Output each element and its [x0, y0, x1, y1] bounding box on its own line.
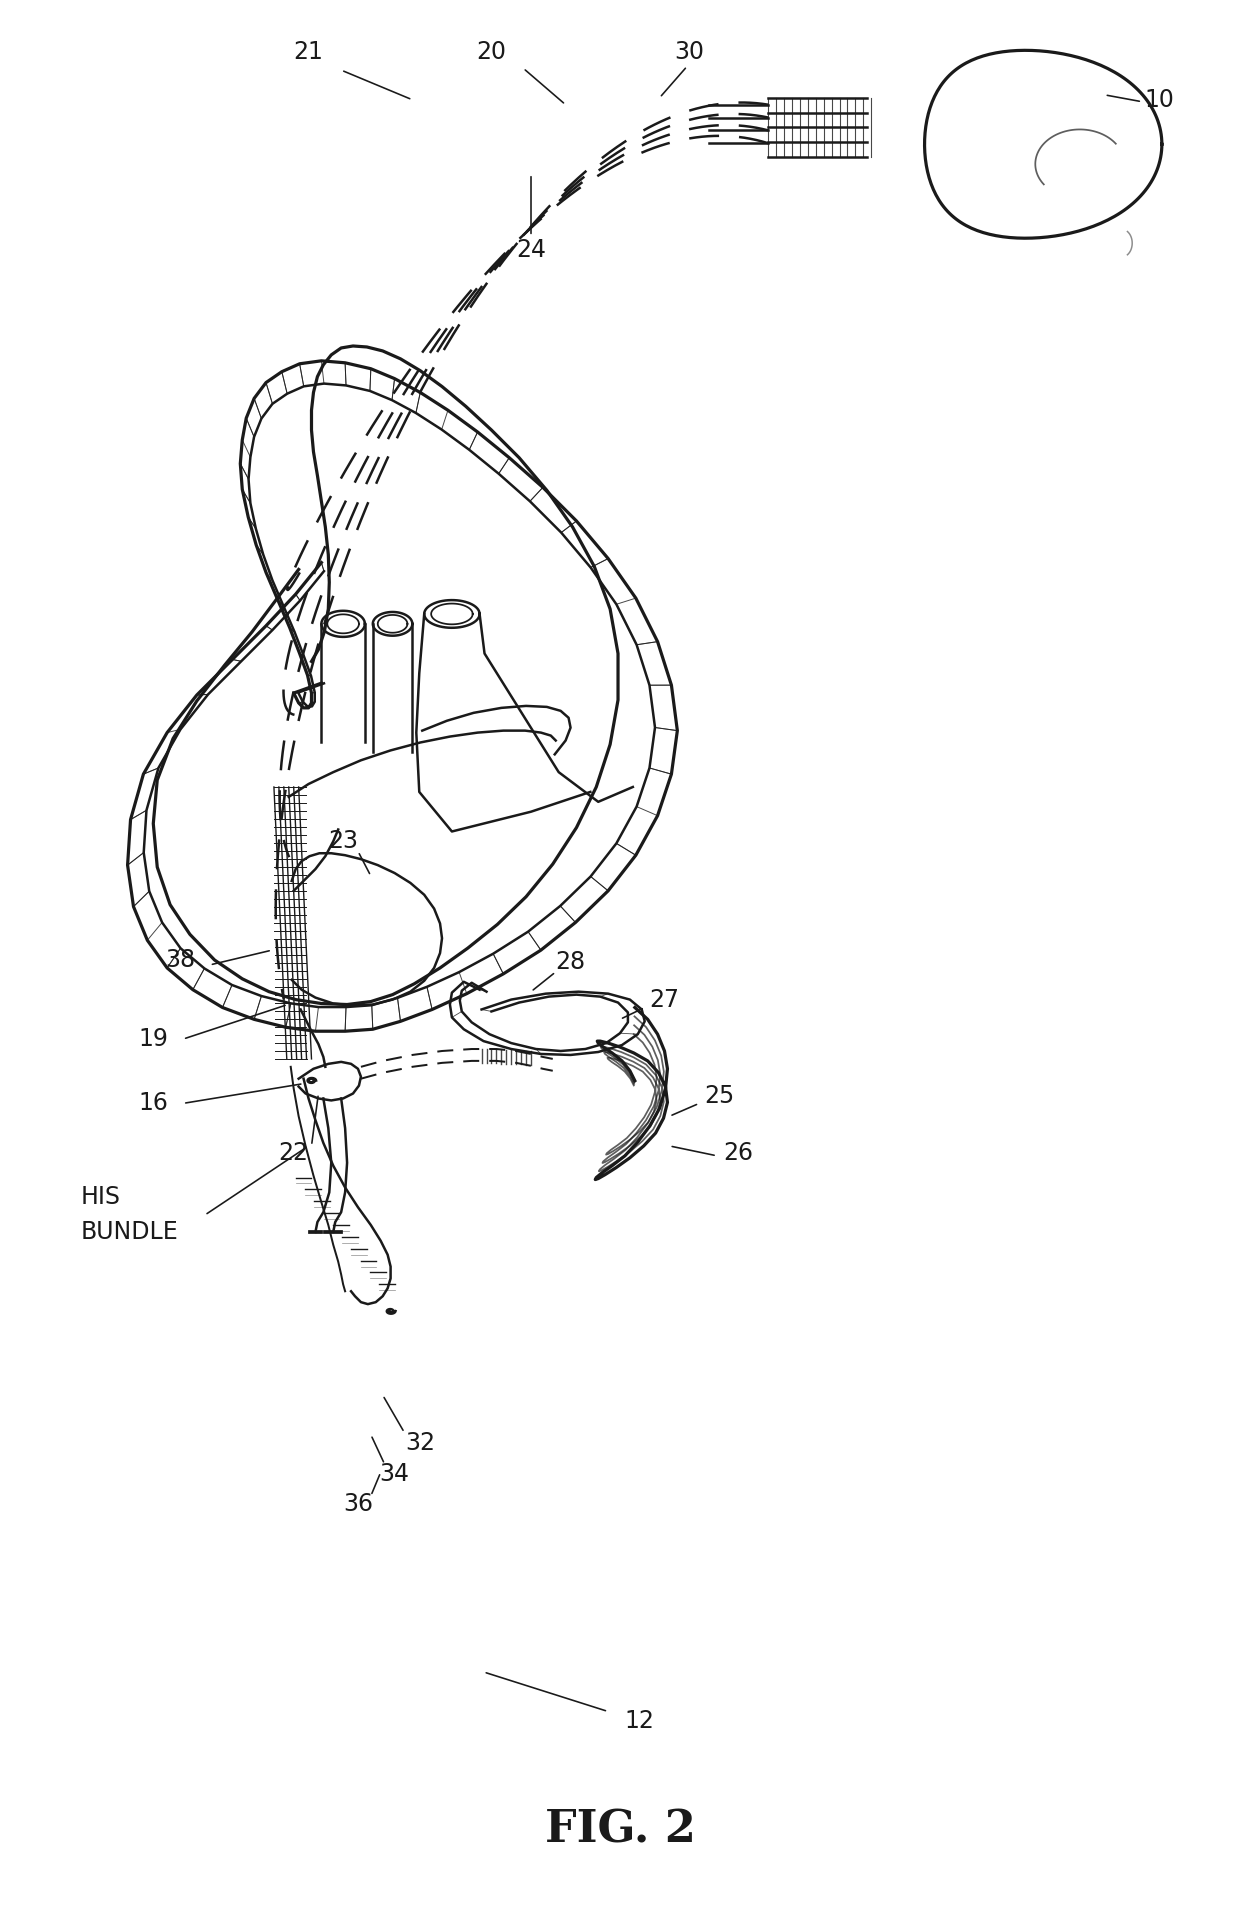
Text: 36: 36 [343, 1492, 373, 1515]
Text: 21: 21 [294, 40, 324, 64]
Text: 22: 22 [279, 1142, 309, 1165]
Text: 19: 19 [139, 1028, 169, 1051]
Text: 32: 32 [405, 1430, 435, 1455]
Text: 16: 16 [139, 1091, 169, 1115]
Text: 20: 20 [476, 40, 506, 64]
Text: BUNDLE: BUNDLE [81, 1220, 179, 1244]
Text: 12: 12 [625, 1709, 655, 1732]
Text: 27: 27 [650, 988, 680, 1011]
Text: FIG. 2: FIG. 2 [544, 1810, 696, 1852]
Text: 26: 26 [724, 1142, 754, 1165]
Text: 34: 34 [379, 1463, 409, 1486]
Text: 28: 28 [556, 951, 585, 974]
Text: 24: 24 [516, 239, 546, 262]
Text: 23: 23 [329, 830, 358, 853]
Text: 25: 25 [704, 1084, 734, 1109]
Text: 10: 10 [1145, 89, 1174, 112]
Text: 38: 38 [165, 947, 195, 972]
Text: 30: 30 [675, 40, 704, 64]
Text: HIS: HIS [81, 1186, 122, 1209]
